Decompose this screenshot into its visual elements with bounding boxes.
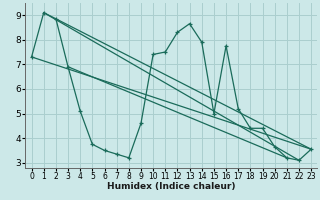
X-axis label: Humidex (Indice chaleur): Humidex (Indice chaleur): [107, 182, 236, 191]
